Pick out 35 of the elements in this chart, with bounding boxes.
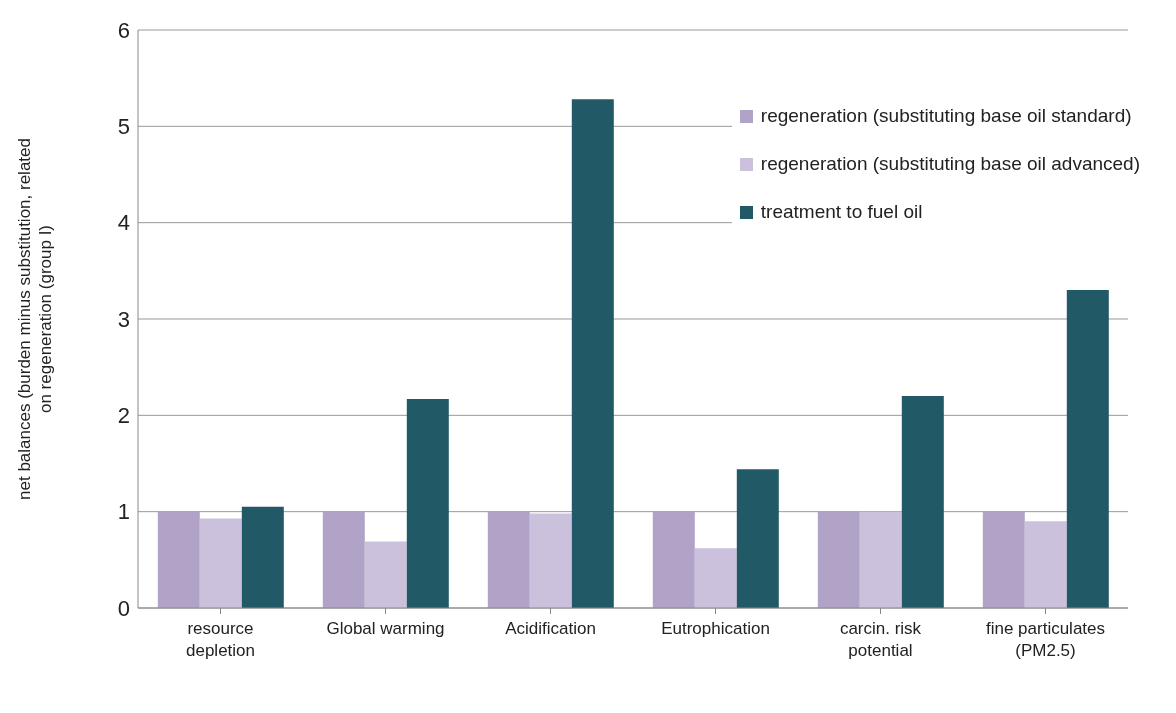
bar xyxy=(364,541,407,608)
x-tick-label: Global warming xyxy=(326,619,445,638)
y-tick-label: 3 xyxy=(117,306,130,332)
bar xyxy=(571,99,614,608)
bar xyxy=(817,511,860,608)
x-tick-label: Acidification xyxy=(505,619,596,638)
x-tick-label: carcin. risk potential xyxy=(839,619,922,660)
y-tick-label: 2 xyxy=(117,403,130,429)
bar xyxy=(859,511,902,608)
y-tick-label: 5 xyxy=(117,114,130,140)
legend-label: regeneration (substituting base oil advanced) xyxy=(760,153,1140,175)
y-tick-label: 1 xyxy=(117,499,130,525)
bar xyxy=(694,548,737,608)
x-tick-label: fine particulates (PM2.5) xyxy=(985,619,1106,660)
bar xyxy=(736,469,779,608)
bar xyxy=(901,396,944,608)
bar xyxy=(157,511,200,608)
x-tick-label: Eutrophication xyxy=(661,619,770,638)
y-tick-label: 0 xyxy=(117,595,130,621)
bar xyxy=(982,511,1025,608)
bar xyxy=(406,398,449,608)
bar xyxy=(1024,521,1067,608)
x-tick-label: resource depletion xyxy=(185,619,256,660)
bar xyxy=(487,511,530,608)
bar xyxy=(241,506,284,608)
y-tick-label: 6 xyxy=(117,17,130,43)
legend-label: regeneration (substituting base oil standard) xyxy=(760,105,1132,127)
y-tick-label: 4 xyxy=(117,210,130,236)
bar xyxy=(199,518,242,608)
bar xyxy=(322,511,365,608)
bar xyxy=(529,513,572,608)
y-axis-title: net balances (burden minus substitution, related on regeneration (group I) xyxy=(15,138,55,500)
bar xyxy=(1066,290,1109,608)
bar xyxy=(652,511,695,608)
legend-label: treatment to fuel oil xyxy=(760,201,923,223)
